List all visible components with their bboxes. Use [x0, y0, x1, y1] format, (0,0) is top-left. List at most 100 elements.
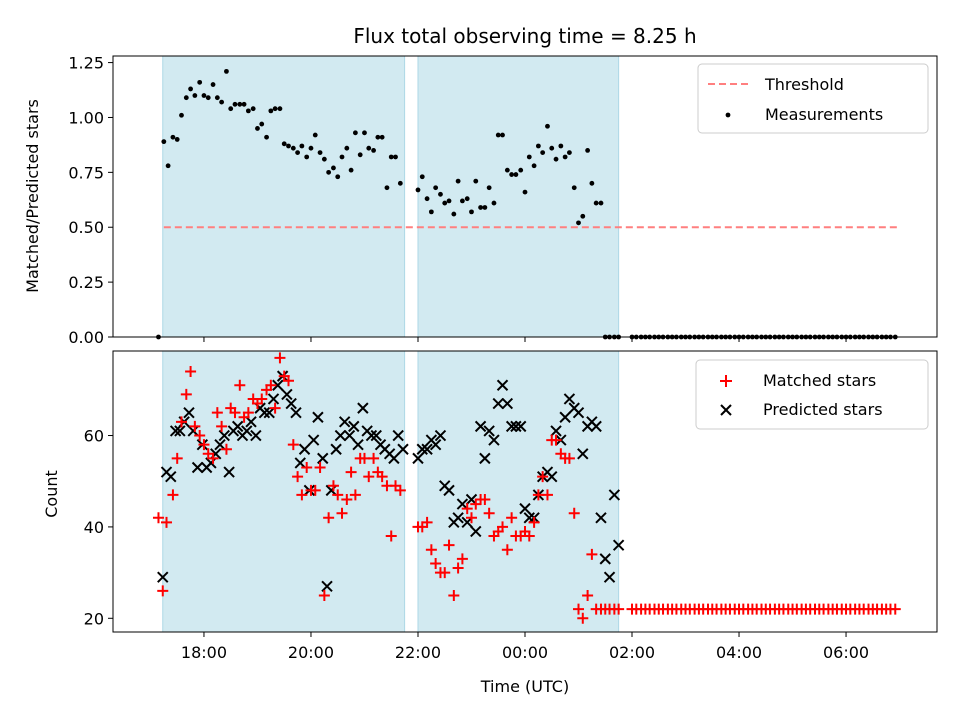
predicted-star-point: [595, 512, 607, 524]
legend-matched-swatch: [720, 375, 732, 387]
measurement-point: [290, 145, 296, 151]
matched-star-point: [341, 493, 353, 505]
predicted-star-point: [321, 580, 333, 593]
top-legend: Threshold Measurements: [697, 63, 929, 134]
matched-star-point: [256, 393, 268, 405]
predicted-star-point: [191, 461, 204, 474]
matched-star-point: [448, 589, 460, 601]
matched-star-point: [501, 544, 513, 556]
predicted-star-point: [559, 411, 571, 423]
predicted-star-point: [231, 420, 244, 433]
matched-star-points: [152, 352, 901, 624]
predicted-star-point: [267, 393, 280, 405]
predicted-star-point: [281, 388, 293, 401]
matched-star-point: [577, 612, 589, 624]
measurement-point: [446, 198, 452, 204]
matched-star-point: [550, 434, 562, 446]
measurement-point: [495, 132, 501, 138]
y-tick-label: 1.00: [68, 108, 104, 127]
matched-star-point: [327, 480, 339, 492]
matched-star-point: [425, 544, 437, 556]
matched-star-point: [301, 462, 313, 474]
measurement-point: [384, 185, 390, 191]
bottom-legend: Matched stars Predicted stars: [695, 359, 929, 430]
predicted-star-point: [590, 420, 602, 433]
matched-star-point: [430, 557, 442, 569]
shaded-interval: [162, 55, 406, 338]
x-axis-label: Time (UTC): [480, 677, 569, 696]
x-tick-label: 06:00: [823, 643, 869, 662]
measurement-point: [593, 200, 599, 206]
matched-star-point: [537, 471, 549, 483]
y-tick-label: 40: [84, 518, 104, 537]
y-tick-label: 0.75: [68, 163, 104, 182]
matched-star-point: [309, 484, 321, 496]
x-tick-label: 04:00: [716, 643, 762, 662]
predicted-star-point: [334, 429, 347, 442]
measurement-point: [366, 145, 372, 151]
measurement-point: [513, 172, 519, 177]
shaded-interval: [162, 350, 406, 633]
y-tick-label: 60: [84, 427, 104, 446]
measurement-point: [250, 106, 256, 112]
measurement-point: [397, 180, 403, 186]
predicted-star-point: [338, 416, 351, 428]
measurement-point: [237, 101, 243, 107]
predicted-star-point: [412, 452, 424, 465]
predicted-star-point: [452, 512, 464, 524]
top-x-ticks: [203, 337, 847, 342]
matched-star-point: [461, 503, 473, 515]
measurement-point: [571, 185, 577, 191]
y-tick-label: 20: [84, 609, 104, 628]
measurement-point: [362, 130, 367, 136]
matched-star-point: [171, 452, 183, 464]
matched-star-point: [287, 439, 299, 451]
measurement-point: [245, 108, 251, 114]
measurement-point: [428, 209, 434, 215]
matched-star-point: [216, 420, 228, 432]
predicted-star-point: [470, 525, 482, 538]
matched-star-point: [394, 484, 406, 496]
measurement-point: [473, 178, 479, 184]
predicted-star-point: [218, 429, 231, 442]
measurement-point: [580, 213, 586, 219]
measurement-point: [491, 200, 497, 206]
matched-star-point: [167, 489, 179, 501]
measurement-point: [500, 132, 505, 138]
measurement-point: [522, 189, 528, 195]
bottom-y-ticks: 20 40 60: [84, 427, 113, 628]
x-tick-label: 22:00: [395, 643, 441, 662]
measurement-point: [469, 209, 474, 215]
predicted-star-point: [343, 429, 356, 442]
measurement-point: [464, 196, 470, 202]
measurement-point: [504, 167, 510, 173]
predicted-star-point: [187, 425, 199, 437]
matched-star-point: [314, 462, 326, 474]
matched-star-point: [889, 603, 901, 615]
predicted-star-point: [307, 434, 320, 446]
matched-star-point: [421, 516, 433, 528]
predicted-star-point: [183, 406, 195, 419]
measurement-point: [509, 172, 515, 177]
measurement-point: [424, 196, 430, 202]
predicted-star-point: [421, 443, 433, 455]
predicted-star-point: [272, 379, 284, 391]
matched-star-point: [349, 489, 361, 501]
predicted-star-point: [312, 411, 324, 423]
measurement-point: [545, 123, 550, 129]
predicted-star-point: [294, 457, 306, 469]
measurement-point: [228, 106, 234, 112]
measurement-point: [277, 106, 283, 112]
top-legend-box: [697, 63, 929, 134]
predicted-star-point: [608, 489, 621, 501]
x-tick-label: 00:00: [502, 643, 548, 662]
measurement-point: [442, 200, 448, 206]
predicted-star-point: [214, 438, 226, 451]
predicted-star-point: [357, 402, 369, 414]
measurement-point: [179, 112, 184, 118]
measurement-point: [264, 134, 269, 140]
matched-star-point: [479, 493, 491, 505]
predicted-star-point: [505, 420, 518, 433]
matched-star-point: [528, 516, 540, 528]
